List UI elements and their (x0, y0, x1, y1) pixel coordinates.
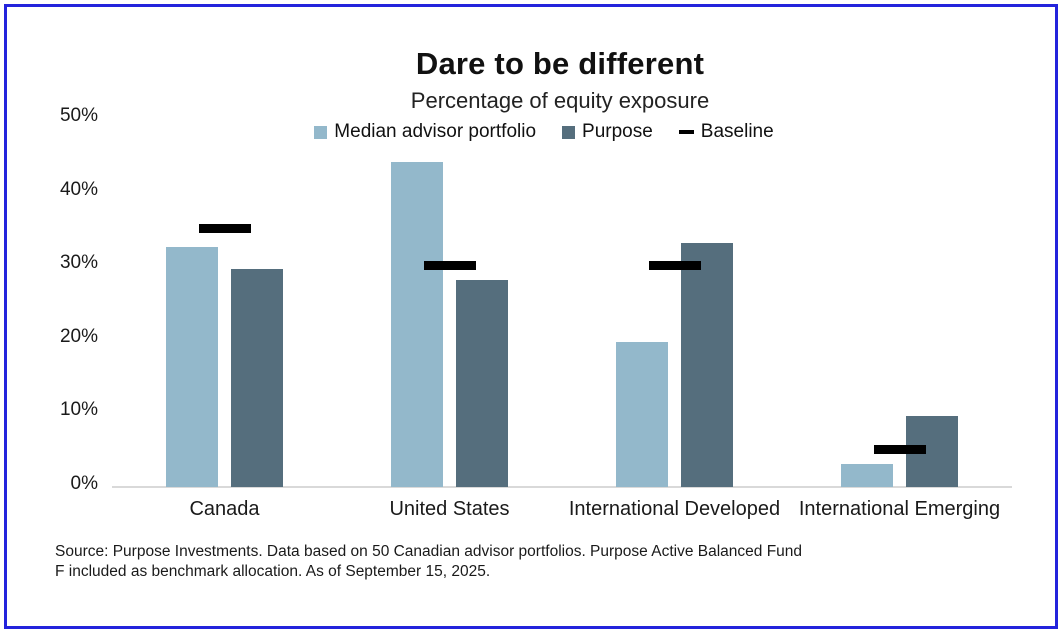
bar-median-advisor-portfolio-international-emerging (841, 463, 893, 487)
legend-label-baseline: Baseline (700, 121, 774, 142)
x-axis-category-label: International Emerging (798, 498, 1001, 520)
bar-purpose-international-developed (681, 243, 733, 487)
baseline-marker-international-emerging (873, 444, 926, 454)
y-axis-tick-label: 40% (59, 178, 98, 200)
median-advisor-swatch-icon (314, 125, 328, 139)
baseline-marker-international-developed (648, 260, 701, 270)
purpose-swatch-icon (562, 125, 576, 139)
baseline-dash-icon (678, 130, 694, 134)
y-axis-tick-label: 50% (59, 105, 98, 126)
bar-purpose-canada (231, 268, 283, 487)
source-note: Source: Purpose Investments. Data based … (55, 542, 802, 581)
x-axis-category-label: International Developed (568, 498, 781, 520)
chart-legend: Median advisor portfolio Purpose Baselin… (25, 121, 1063, 143)
bar-median-advisor-portfolio-canada (166, 246, 218, 487)
x-axis-category-label: Canada (189, 498, 260, 520)
baseline-marker-canada (198, 223, 251, 233)
source-note-line1: Source: Purpose Investments. Data based … (55, 543, 803, 560)
legend-item-purpose: Purpose (562, 121, 653, 143)
legend-item-baseline: Baseline (678, 121, 774, 143)
legend-label-median-advisor: Median advisor portfolio (334, 121, 537, 142)
bar-median-advisor-portfolio-international-developed (616, 342, 668, 487)
legend-item-median-advisor-portfolio: Median advisor portfolio (314, 121, 536, 143)
chart-subtitle: Percentage of equity exposure (410, 88, 710, 113)
legend-label-purpose: Purpose (582, 121, 653, 142)
bar-median-advisor-portfolio-united-states (391, 162, 443, 487)
y-axis-tick-label: 20% (59, 325, 98, 347)
baseline-marker-united-states (423, 260, 476, 270)
y-axis-tick-label: 0% (70, 473, 98, 494)
y-axis-tick-label: 30% (59, 252, 98, 274)
bar-purpose-united-states (456, 279, 508, 487)
chart-border-frame: Dare to be different Percentage of equit… (4, 4, 1058, 629)
x-axis-line (112, 486, 1012, 488)
y-axis-tick-label: 10% (59, 399, 98, 421)
chart-title: Dare to be different (415, 46, 705, 81)
x-axis-category-label: United States (389, 498, 510, 520)
source-note-line2: F included as benchmark allocation. As o… (55, 562, 491, 580)
